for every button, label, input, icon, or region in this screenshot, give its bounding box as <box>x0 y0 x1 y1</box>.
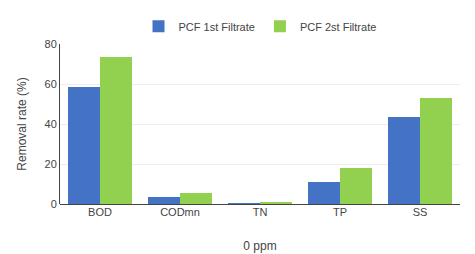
svg-text:40: 40 <box>45 118 57 130</box>
svg-text:TN: TN <box>253 206 268 218</box>
svg-text:0 ppm: 0 ppm <box>243 239 276 253</box>
svg-text:60: 60 <box>45 78 57 90</box>
svg-text:PCF 2st Filtrate: PCF 2st Filtrate <box>300 21 376 33</box>
svg-text:20: 20 <box>45 158 57 170</box>
svg-text:PCF 1st Filtrate: PCF 1st Filtrate <box>179 21 255 33</box>
svg-text:CODmn: CODmn <box>160 206 200 218</box>
svg-text:Removal rate (%): Removal rate (%) <box>15 77 29 170</box>
svg-text:80: 80 <box>45 38 57 50</box>
svg-text:BOD: BOD <box>88 206 112 218</box>
svg-text:TP: TP <box>333 206 347 218</box>
svg-text:0: 0 <box>51 198 57 210</box>
svg-text:SS: SS <box>413 206 428 218</box>
